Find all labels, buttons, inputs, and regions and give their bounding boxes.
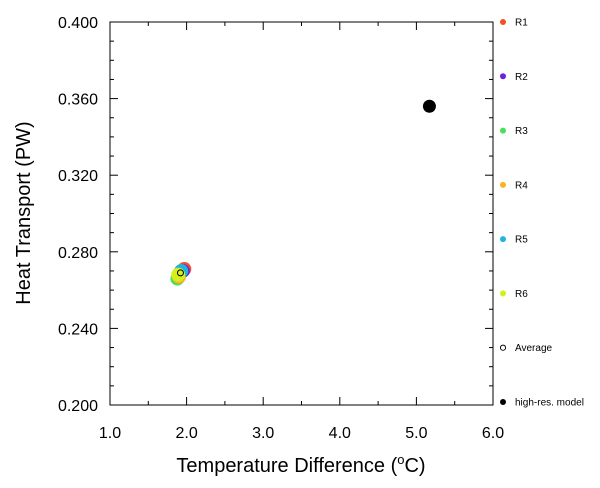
legend-label-r1: R1 bbox=[515, 18, 528, 29]
legend-label-average: Average bbox=[515, 343, 553, 354]
legend-marker-r1 bbox=[500, 19, 506, 25]
point-average bbox=[176, 269, 184, 277]
legend-label-r2: R2 bbox=[515, 72, 528, 83]
y-tick-label: 0.240 bbox=[58, 321, 98, 338]
legend-marker-average bbox=[499, 344, 507, 351]
y-tick-label: 0.360 bbox=[58, 92, 98, 109]
x-tick-label: 2.0 bbox=[175, 425, 197, 442]
legend-marker-r4 bbox=[500, 181, 506, 188]
legend-label-r4: R4 bbox=[515, 180, 528, 191]
legend-marker-r3 bbox=[500, 127, 506, 134]
x-tick-label: 3.0 bbox=[252, 425, 274, 442]
x-tick-label: 6.0 bbox=[482, 425, 504, 442]
legend-label-r5: R5 bbox=[515, 235, 528, 246]
x-tick-label: 4.0 bbox=[329, 425, 351, 442]
legend-marker-high-res-model bbox=[500, 399, 506, 405]
legend-marker-r5 bbox=[500, 236, 506, 243]
legend-label-high-res-model: high-res. model bbox=[515, 398, 584, 409]
y-tick-label: 0.320 bbox=[58, 168, 98, 185]
legend-marker-r6 bbox=[500, 290, 506, 297]
legend-label-r6: R6 bbox=[515, 289, 528, 300]
x-tick-label: 5.0 bbox=[405, 425, 427, 442]
y-tick-label: 0.280 bbox=[58, 245, 98, 262]
data-points bbox=[170, 99, 436, 286]
legend-label-r3: R3 bbox=[515, 126, 528, 137]
y-tick-label: 0.400 bbox=[58, 15, 98, 32]
y-tick-label: 0.200 bbox=[58, 398, 98, 415]
legend: R1 R2 R3 R4 R5 R6 Average high-res. model bbox=[499, 18, 584, 409]
plot-frame bbox=[109, 21, 494, 406]
point-high-res-model bbox=[422, 99, 436, 113]
x-tick-label: 1.0 bbox=[99, 425, 121, 442]
x-axis-title: Temperature Difference (oC) bbox=[176, 452, 425, 477]
y-axis-title: Heat Transport (PW) bbox=[13, 121, 35, 304]
y-axis-ticks: 0.200 0.240 0.280 0.320 0.360 0.400 bbox=[58, 15, 493, 415]
x-axis-ticks: 1.0 2.0 3.0 4.0 5.0 6.0 bbox=[99, 22, 504, 442]
legend-marker-r2 bbox=[500, 73, 506, 80]
